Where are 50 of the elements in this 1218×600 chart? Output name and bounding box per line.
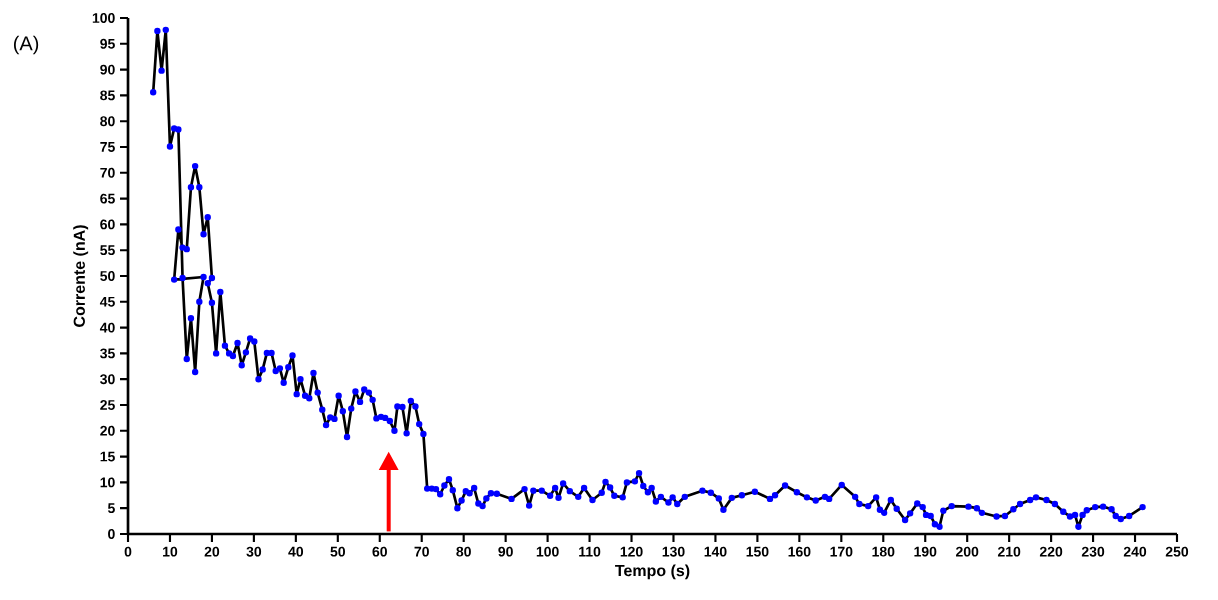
x-tick-label: 130 [662,546,685,557]
x-tick-label: 40 [288,546,304,557]
y-tick-label: 10 [100,477,115,488]
x-tick-label: 150 [746,546,769,557]
x-tick-label: 140 [704,546,727,557]
y-tick-label: 80 [100,116,115,127]
y-tick-label: 25 [100,400,115,410]
y-tick-label: 20 [100,425,115,436]
y-tick-label: 40 [99,322,115,333]
x-tick-label: 160 [788,546,811,557]
x-axis-title: Tempo (s) [615,564,690,580]
x-tick-label: 30 [246,546,262,557]
y-tick-label: 75 [100,142,115,152]
x-tick-label: 60 [372,546,387,557]
x-tick-label: 250 [1165,546,1189,557]
x-tick-label: 240 [1123,546,1147,557]
y-tick-label: 70 [100,167,115,178]
y-axis-title: Corrente (nA) [73,225,89,327]
y-tick-label: 60 [100,219,115,230]
x-tick-label: 120 [620,546,643,557]
y-tick-label: 95 [100,38,115,49]
y-tick-label: 90 [100,64,115,75]
x-tick-label: 110 [579,546,601,557]
x-tick-label: 180 [872,546,895,557]
x-tick-label: 170 [830,546,853,557]
y-tick-label: 0 [108,529,115,539]
x-tick-label: 90 [498,546,513,557]
x-tick-label: 220 [1039,546,1063,557]
y-tick-label: 100 [92,13,115,23]
y-tick-label: 55 [100,245,115,256]
y-tick-label: 50 [100,271,115,281]
x-tick-label: 20 [204,546,220,557]
y-tick-label: 45 [99,296,115,307]
x-tick-label: 100 [536,546,559,557]
text: (A) [13,35,39,55]
y-tick-label: 15 [100,451,115,462]
x-tick-label: 50 [330,546,346,557]
x-tick-label: 200 [956,546,979,557]
x-tick-label: 70 [414,546,429,557]
x-tick-label: 230 [1081,546,1105,557]
y-tick-label: 30 [100,374,115,385]
y-tick-label: 65 [100,193,115,204]
x-tick-label: 190 [914,546,937,557]
x-tick-label: 80 [456,546,471,557]
x-tick-label: 10 [163,546,178,557]
y-tick-label: 35 [100,348,115,359]
x-tick-label: 0 [124,546,132,557]
y-tick-label: 5 [107,503,115,514]
x-tick-label: 210 [997,546,1021,557]
y-tick-label: 85 [100,90,115,101]
